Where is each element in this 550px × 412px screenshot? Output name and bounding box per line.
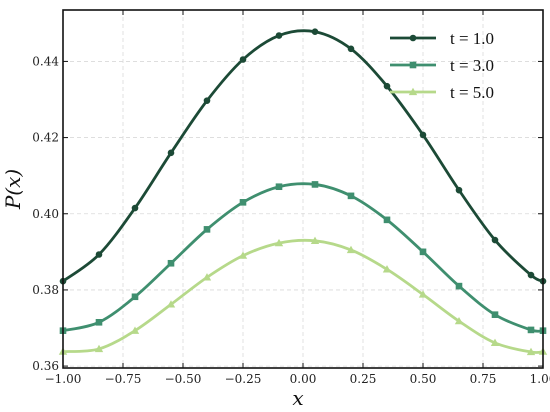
x-tick-label: 0.75 [470,372,497,386]
x-tick-label: −0.75 [105,372,142,386]
data-point [418,290,428,298]
legend-item: t = 5.0 [390,83,494,102]
x-tick-label: −1.00 [45,372,82,386]
x-tick-label: −0.50 [165,372,202,386]
data-point [491,311,499,318]
legend-label: t = 1.0 [450,29,494,48]
data-point [347,45,355,53]
data-point [95,318,103,326]
legend: t = 1.0 t = 3.0 t = 5.0 [390,29,494,102]
data-point [347,192,355,200]
data-point [130,326,140,334]
data-point [167,259,175,267]
data-point [311,28,319,36]
series-layer [58,28,548,356]
y-tick-label: 0.38 [32,283,59,297]
data-point [94,344,104,353]
x-tick-label: 0.25 [350,372,377,386]
data-point [346,245,356,254]
data-point [239,56,247,63]
data-point [527,326,535,334]
data-point [166,300,176,308]
data-point [383,216,391,224]
data-point [239,199,247,206]
data-point [526,347,536,356]
data-point [527,271,535,279]
data-point [455,186,463,194]
data-point [95,251,103,258]
data-point [419,131,427,139]
legend-item: t = 1.0 [390,29,494,48]
y-tick-label: 0.36 [32,359,59,373]
legend-marker [408,87,418,96]
legend-marker [409,34,417,42]
data-point [275,183,283,191]
legend-label: t = 5.0 [450,83,494,102]
data-point [490,338,500,347]
series-1 [59,28,547,285]
data-point [202,273,212,281]
data-point [382,265,392,273]
y-tick-label: 0.40 [32,207,59,221]
data-point [238,251,248,259]
data-point [131,204,139,212]
data-point [203,226,211,233]
y-tick-label: 0.44 [32,54,59,68]
legend-item: t = 3.0 [390,56,494,75]
data-point [454,316,464,325]
legend-marker [409,61,417,69]
data-point [455,282,463,290]
data-point [491,236,499,244]
data-point [131,293,139,301]
legend-label: t = 3.0 [450,56,494,75]
data-point [310,236,320,244]
x-tick-label: 1.00 [530,372,550,386]
data-point [311,181,319,188]
data-point [167,149,175,157]
x-tick-label: −0.25 [225,372,262,386]
y-axis-label: P(x) [1,169,25,210]
data-point [419,248,427,256]
data-point [203,97,211,104]
data-point [275,32,283,39]
x-tick-label: 0.00 [290,372,317,386]
x-axis-label: x [292,386,303,410]
axis-ticks: −1.00 −0.75 −0.50 −0.25 0.00 0.25 0.50 0.75 1.0 0… [32,10,550,386]
data-point [383,82,391,90]
x-tick-label: 0.50 [410,372,437,386]
data-point [274,238,284,247]
y-tick-label: 0.42 [32,131,59,145]
